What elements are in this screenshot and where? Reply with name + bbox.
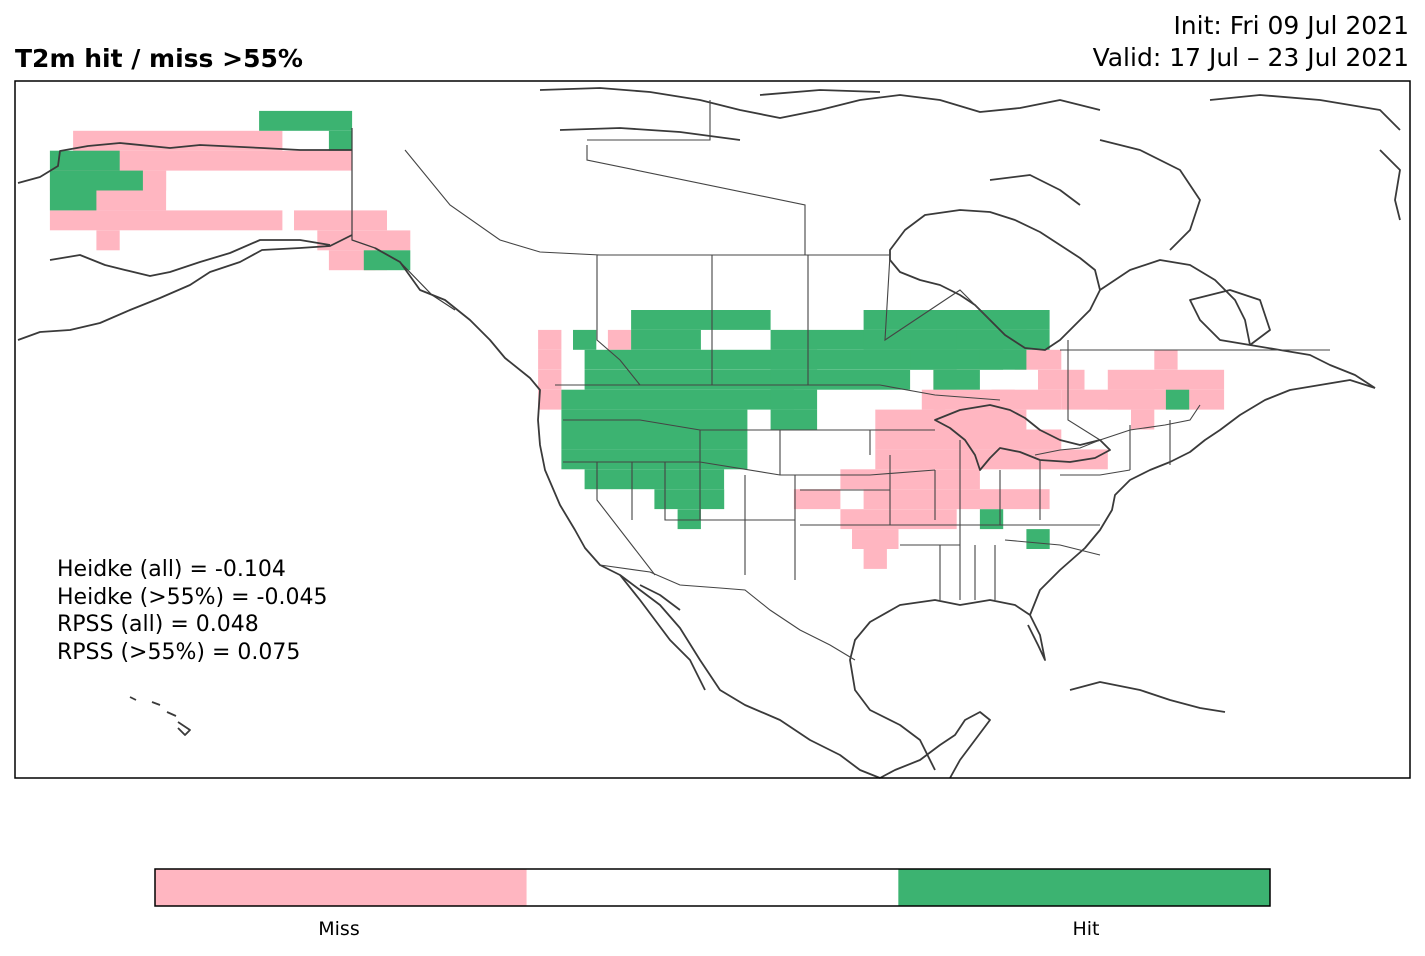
miss-cell	[852, 529, 899, 549]
date-header: Init: Fri 09 Jul 2021 Valid: 17 Jul – 23…	[1093, 10, 1409, 74]
hit-cell	[863, 310, 1050, 330]
miss-cell	[863, 549, 887, 569]
colorbar-segment-0	[155, 869, 527, 906]
gulf-coast	[849, 599, 1046, 771]
hit-cell	[770, 409, 818, 430]
miss-cell	[1154, 349, 1178, 370]
miss-cell	[317, 230, 411, 251]
miss-cell	[294, 210, 387, 231]
hit-cell	[573, 329, 597, 350]
hit-cell	[259, 110, 353, 131]
miss-cell	[607, 329, 632, 350]
hit-cell	[1026, 529, 1050, 549]
hit-cell	[677, 509, 701, 530]
miss-cell	[991, 389, 1062, 410]
miss-cell	[1107, 369, 1225, 390]
map-frame	[14, 80, 1411, 779]
hit-cell	[910, 349, 1004, 370]
miss-cell	[73, 150, 353, 171]
hit-cell	[584, 469, 725, 490]
hit-cell	[979, 349, 1027, 370]
us-canada-border	[555, 384, 1201, 456]
central-america-coast	[879, 711, 991, 779]
labrador-coast	[1099, 259, 1376, 389]
miss-cell	[538, 369, 562, 390]
miss-cell	[538, 389, 562, 410]
miss-cell	[1014, 349, 1062, 370]
hudson-bay	[889, 209, 1101, 351]
hit-cell	[561, 449, 748, 470]
valid-range: Valid: 17 Jul – 23 Jul 2021	[1092, 43, 1409, 72]
miss-cell	[793, 489, 841, 510]
heidke-all: Heidke (all) = -0.104	[57, 557, 286, 582]
miss-cell	[96, 230, 120, 251]
score-annotations: Heidke (all) = -0.104 Heidke (>55%) = -0…	[57, 556, 327, 666]
miss-cell	[863, 489, 1050, 510]
hit-cell	[956, 329, 1027, 350]
colorbar-segment-2	[898, 869, 1270, 906]
us-states	[563, 419, 1171, 600]
baja-coast	[619, 574, 706, 691]
init-date: Init: Fri 09 Jul 2021	[1173, 11, 1409, 40]
hit-cell	[631, 310, 771, 330]
colorbar-segment-1	[526, 869, 899, 906]
alaska-coast	[17, 142, 353, 341]
hit-cell	[49, 150, 120, 171]
colorbar-label-hit: Hit	[1072, 918, 1100, 940]
miss-cell	[933, 409, 1027, 430]
hit-cell	[561, 389, 794, 410]
rpss-55: RPSS (>55%) = 0.075	[57, 639, 301, 665]
miss-cell	[875, 429, 1062, 450]
political-borders	[404, 100, 1330, 661]
colorbar-frame	[154, 868, 1271, 907]
hit-cell	[654, 489, 725, 510]
forecast-cells	[49, 110, 1225, 569]
miss-cell	[49, 210, 283, 231]
hawaii-islands	[129, 696, 191, 736]
colorbar-label-miss: Miss	[318, 918, 360, 940]
miss-cell	[875, 409, 946, 430]
hit-cell	[49, 170, 143, 191]
heidke-55: Heidke (>55%) = -0.045	[57, 584, 328, 610]
hit-cell	[363, 250, 411, 271]
miss-cell	[875, 449, 1108, 470]
hit-cell	[561, 409, 748, 430]
arctic-islands	[539, 87, 1401, 346]
hit-cell	[770, 389, 818, 410]
atlantic-coast	[1029, 379, 1376, 616]
hit-cell	[584, 349, 818, 370]
hit-cell	[933, 369, 980, 390]
chart-title: T2m hit / miss >55%	[15, 44, 303, 73]
canada-provinces	[404, 100, 1330, 441]
hit-cell	[49, 190, 97, 211]
miss-cell	[1131, 409, 1155, 430]
hit-cell	[328, 130, 353, 151]
miss-cell	[538, 329, 562, 350]
great-lakes	[934, 404, 1111, 471]
miss-cell	[1038, 369, 1085, 390]
hit-cell	[979, 509, 1004, 530]
hit-cell	[1165, 389, 1190, 410]
cuba-coast	[1069, 681, 1226, 713]
pacific-coast	[374, 247, 881, 779]
miss-cell	[840, 509, 957, 530]
miss-cell	[328, 250, 376, 271]
us-mexico-border	[599, 564, 856, 661]
hit-cell	[561, 429, 748, 450]
hit-cell	[631, 329, 701, 350]
rpss-all: RPSS (all) = 0.048	[57, 612, 259, 637]
colorbar	[154, 868, 1271, 907]
miss-cell	[538, 349, 562, 370]
